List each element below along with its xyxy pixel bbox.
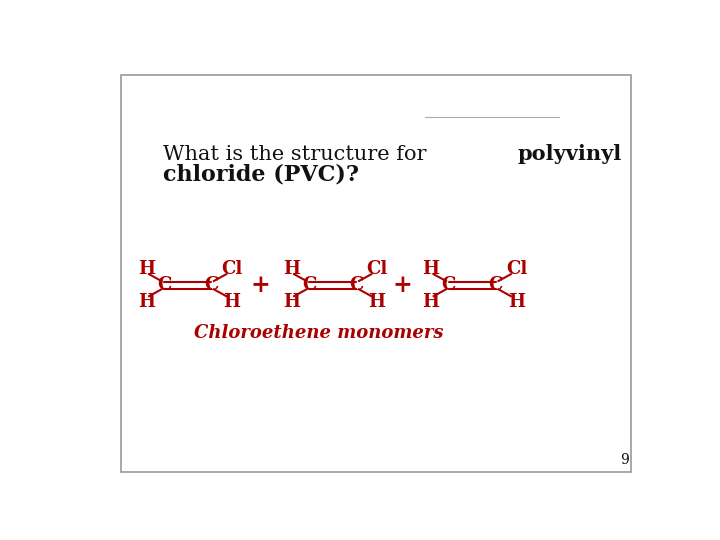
- Text: C: C: [157, 276, 171, 294]
- Text: chloride (PVC)?: chloride (PVC)?: [163, 164, 359, 186]
- Text: C: C: [302, 276, 317, 294]
- Text: H: H: [138, 293, 155, 311]
- Text: H: H: [369, 293, 385, 311]
- Text: +: +: [392, 273, 413, 297]
- Text: H: H: [223, 293, 240, 311]
- Text: C: C: [441, 276, 456, 294]
- Text: Cl: Cl: [505, 260, 527, 278]
- Text: Cl: Cl: [366, 260, 387, 278]
- Text: H: H: [508, 293, 525, 311]
- Text: H: H: [423, 293, 439, 311]
- Text: polyvinyl: polyvinyl: [518, 144, 622, 164]
- Text: C: C: [349, 276, 364, 294]
- Text: H: H: [423, 260, 439, 278]
- Text: +: +: [251, 273, 270, 297]
- Text: H: H: [283, 293, 300, 311]
- Text: C: C: [204, 276, 218, 294]
- Text: What is the structure for: What is the structure for: [163, 145, 426, 164]
- Text: Chloroethene monomers: Chloroethene monomers: [194, 324, 444, 342]
- Text: Cl: Cl: [221, 260, 243, 278]
- Text: H: H: [138, 260, 155, 278]
- Text: C: C: [488, 276, 503, 294]
- Text: H: H: [283, 260, 300, 278]
- Text: 9: 9: [620, 453, 629, 467]
